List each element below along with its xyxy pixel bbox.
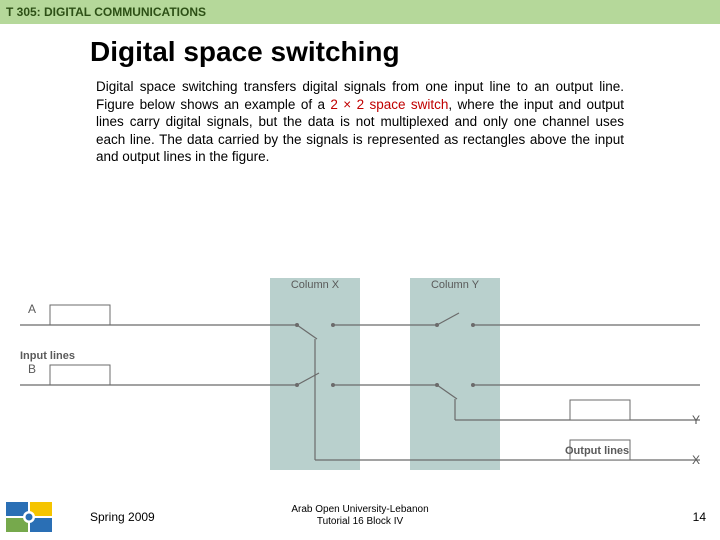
diagram-container: Column X Column Y A B Input lines: [10, 270, 710, 490]
column-x-label: Column X: [291, 279, 340, 291]
footer: Spring 2009 Arab Open University-Lebanon…: [0, 498, 720, 534]
column-y-label: Column Y: [431, 279, 480, 291]
footer-tutorial: Tutorial 16 Block IV: [317, 516, 403, 527]
label-b: B: [28, 362, 36, 376]
footer-center: Arab Open University-Lebanon Tutorial 16…: [0, 504, 720, 528]
course-code: T 305: DIGITAL COMMUNICATIONS: [6, 5, 206, 19]
content-area: Digital space switching Digital space sw…: [0, 24, 720, 166]
data-rect-out-y: [570, 400, 630, 420]
label-a: A: [28, 302, 36, 316]
switch-ay-node1: [435, 323, 439, 327]
column-y-bg: [410, 278, 500, 470]
page-number: 14: [693, 510, 706, 524]
para-highlight: 2 × 2 space switch: [330, 97, 448, 112]
footer-uni: Arab Open University-Lebanon: [291, 504, 428, 515]
output-lines-label: Output lines: [565, 445, 629, 457]
label-out-y: Y: [692, 413, 700, 427]
switch-bx-node1: [295, 383, 299, 387]
data-rect-b: [50, 365, 110, 385]
data-rect-a: [50, 305, 110, 325]
switch-by-node1: [435, 383, 439, 387]
page-title: Digital space switching: [90, 36, 630, 68]
header-bar: T 305: DIGITAL COMMUNICATIONS: [0, 0, 720, 24]
switch-ax-node1: [295, 323, 299, 327]
space-switch-diagram: Column X Column Y A B Input lines: [10, 270, 710, 490]
label-out-x: X: [692, 453, 700, 467]
body-paragraph: Digital space switching transfers digita…: [90, 78, 630, 166]
input-lines-label: Input lines: [20, 350, 75, 362]
